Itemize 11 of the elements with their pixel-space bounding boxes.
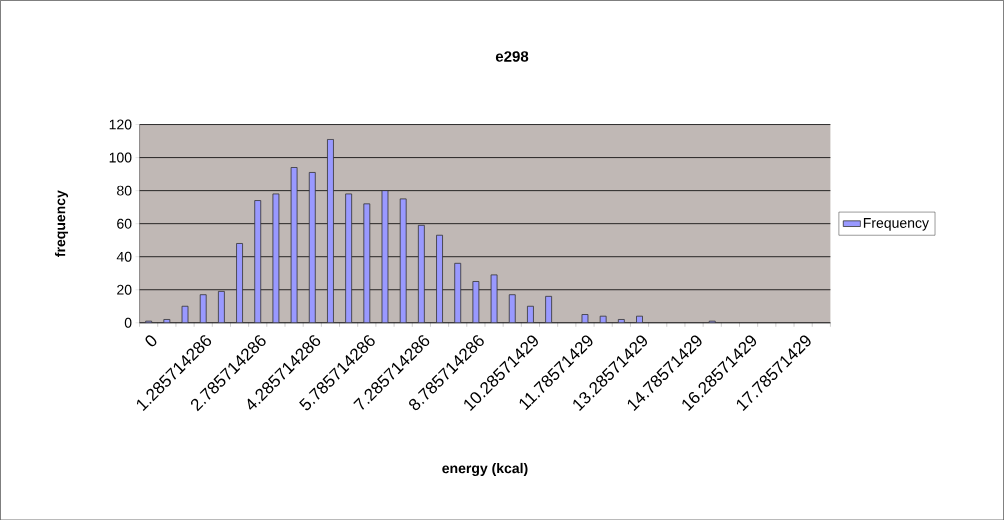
- y-tick-label: 120: [109, 119, 132, 130]
- y-tick-label: 100: [109, 152, 132, 163]
- y-tick-label: 60: [117, 218, 132, 229]
- legend-label: Frequency: [863, 217, 929, 231]
- y-axis-title: frequency: [54, 190, 69, 257]
- x-axis-title: energy (kcal): [442, 462, 528, 476]
- y-tick-label: 40: [116, 251, 132, 262]
- chart-title: e298: [495, 50, 529, 62]
- y-tick-label: 20: [117, 284, 132, 295]
- y-tick-label: 0: [124, 317, 132, 328]
- y-tick-label: 80: [117, 185, 132, 196]
